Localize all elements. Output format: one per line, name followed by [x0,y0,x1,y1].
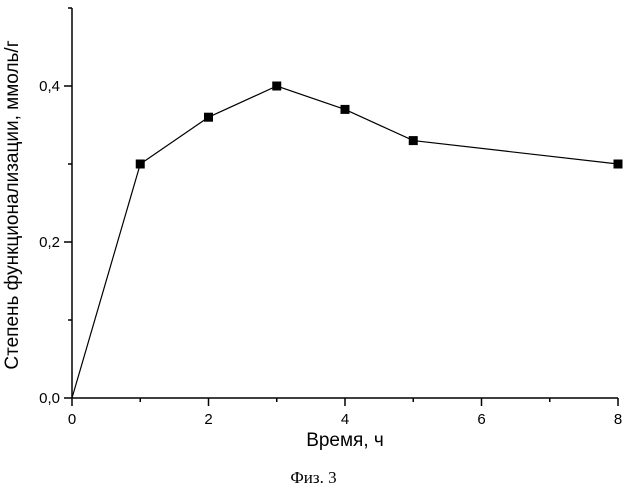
y-tick-label: 0,4 [39,78,60,95]
x-tick-label: 2 [204,411,212,428]
x-tick-label: 4 [341,411,349,428]
data-point [341,105,350,114]
data-point [136,160,145,169]
x-tick-label: 8 [614,411,622,428]
data-point [204,113,213,122]
figure-caption: Физ. 3 [0,468,627,488]
y-axis-ticks: 0,0 0,2 0,4 [39,8,72,407]
data-point [614,160,623,169]
chart: 0 2 4 6 8 0,0 0,2 0,4 Время, ч Степень функцио… [0,0,627,460]
data-point [409,136,418,145]
y-tick-label: 0,2 [39,234,60,251]
data-point [272,82,281,91]
x-axis-title: Время, ч [306,430,384,451]
y-axis-title: Степень функционализации, ммоль/г [2,40,23,369]
y-tick-label: 0,0 [39,390,60,407]
x-axis-ticks: 0 2 4 6 8 [68,398,622,428]
x-tick-label: 0 [68,411,76,428]
series-line [72,86,618,398]
x-tick-label: 6 [477,411,485,428]
